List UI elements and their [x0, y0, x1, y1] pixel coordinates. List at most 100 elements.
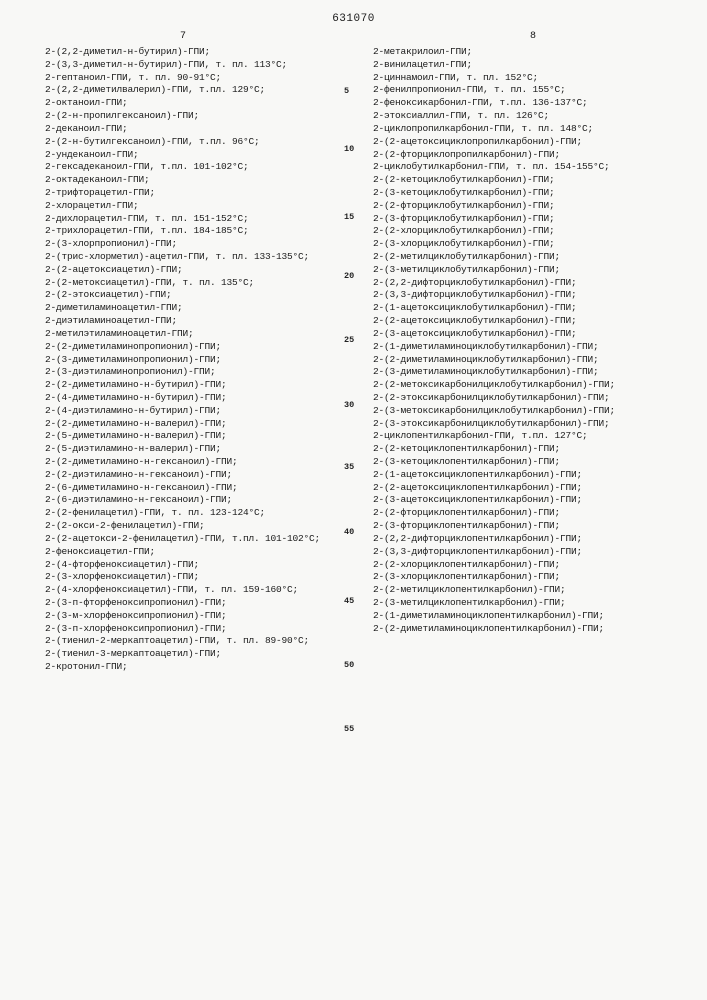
- compound-entry: 2-(2-ацетокси-2-фенилацетил)-ГПИ, т.пл. …: [35, 533, 349, 546]
- compound-entry: 2-(3-ацетоксициклопентилкарбонил)-ГПИ;: [363, 494, 677, 507]
- compound-entry: 2-(2-окси-2-фенилацетил)-ГПИ;: [35, 520, 349, 533]
- compound-entry: 2-(4-диметиламино-н-бутирил)-ГПИ;: [35, 392, 349, 405]
- right-column: 2-метакрилоил-ГПИ;2-винилацетил-ГПИ;2-ци…: [363, 46, 677, 674]
- compound-entry: 2-(5-диэтиламино-н-валерил)-ГПИ;: [35, 443, 349, 456]
- compound-entry: 2-(3-метилциклопентилкарбонил)-ГПИ;: [363, 597, 677, 610]
- compound-entry: 2-(5-диметиламино-н-валерил)-ГПИ;: [35, 430, 349, 443]
- compound-entry: 2-(2-хлорциклопентилкарбонил)-ГПИ;: [363, 559, 677, 572]
- line-number: 50: [344, 660, 354, 671]
- line-number: 55: [344, 724, 354, 735]
- compound-entry: 2-метилэтиламиноацетил-ГПИ;: [35, 328, 349, 341]
- compound-entry: 2-(3-диэтиламинопропионил)-ГПИ;: [35, 366, 349, 379]
- compound-entry: 2-(трис-хлорметил)-ацетил-ГПИ, т. пл. 13…: [35, 251, 349, 264]
- compound-entry: 2-циклопентилкарбонил-ГПИ, т.пл. 127°С;: [363, 430, 677, 443]
- compound-entry: 2-фенилпропионил-ГПИ, т. пл. 155°С;: [363, 84, 677, 97]
- compound-entry: 2-(2,2-диметил-н-бутирил)-ГПИ;: [35, 46, 349, 59]
- compound-entry: 2-(2-этоксикарбонилциклобутилкарбонил)-Г…: [363, 392, 677, 405]
- compound-entry: 2-(3-ацетоксициклобутилкарбонил)-ГПИ;: [363, 328, 677, 341]
- document-number: 631070: [332, 12, 375, 27]
- line-number: 35: [344, 462, 354, 473]
- line-number: 5: [344, 86, 349, 97]
- line-number: 20: [344, 271, 354, 282]
- compound-entry: 2-(3-п-фторфеноксипропионил)-ГПИ;: [35, 597, 349, 610]
- compound-entry: 2-октадеканоил-ГПИ;: [35, 174, 349, 187]
- compound-entry: 2-циклобутилкарбонил-ГПИ, т. пл. 154-155…: [363, 161, 677, 174]
- compound-entry: 2-(тиенил-3-меркаптоацетил)-ГПИ;: [35, 648, 349, 661]
- page-number-left: 7: [180, 30, 186, 44]
- left-column: 2-(2,2-диметил-н-бутирил)-ГПИ;2-(3,3-дим…: [35, 46, 349, 674]
- compound-entry: 2-(2-хлорциклобутилкарбонил)-ГПИ;: [363, 225, 677, 238]
- compound-entry: 2-феноксикарбонил-ГПИ, т.пл. 136-137°С;: [363, 97, 677, 110]
- compound-entry: 2-(3-хлорфеноксиацетил)-ГПИ;: [35, 571, 349, 584]
- compound-entry: 2-кротонил-ГПИ;: [35, 661, 349, 674]
- compound-entry: 2-(3,3-дифторциклобутилкарбонил)-ГПИ;: [363, 289, 677, 302]
- compound-entry: 2-(2-метоксиацетил)-ГПИ, т. пл. 135°С;: [35, 277, 349, 290]
- compound-entry: 2-винилацетил-ГПИ;: [363, 59, 677, 72]
- compound-entry: 2-(3-этоксикарбонилциклобутилкарбонил)-Г…: [363, 418, 677, 431]
- compound-entry: 2-(2-метилциклобутилкарбонил)-ГПИ;: [363, 251, 677, 264]
- compound-entry: 2-(2-диметиламино-н-гексаноил)-ГПИ;: [35, 456, 349, 469]
- compound-entry: 2-(2-ацетоксициклопропилкарбонил)-ГПИ;: [363, 136, 677, 149]
- compound-entry: 2-(3-метилциклобутилкарбонил)-ГПИ;: [363, 264, 677, 277]
- compound-entry: 2-(3-фторциклобутилкарбонил)-ГПИ;: [363, 213, 677, 226]
- compound-entry: 2-(3-фторциклопентилкарбонил)-ГПИ;: [363, 520, 677, 533]
- compound-entry: 2-(2-диметиламино-н-валерил)-ГПИ;: [35, 418, 349, 431]
- compound-entry: 2-(3-метоксикарбонилциклобутилкарбонил)-…: [363, 405, 677, 418]
- columns-container: 2-(2,2-диметил-н-бутирил)-ГПИ;2-(3,3-дим…: [35, 46, 677, 674]
- compound-entry: 2-гептаноил-ГПИ, т. пл. 90-91°С;: [35, 72, 349, 85]
- compound-entry: 2-октаноил-ГПИ;: [35, 97, 349, 110]
- compound-entry: 2-диэтиламиноацетил-ГПИ;: [35, 315, 349, 328]
- line-number: 10: [344, 144, 354, 155]
- compound-entry: 2-(4-диэтиламино-н-бутирил)-ГПИ;: [35, 405, 349, 418]
- compound-entry: 2-трихлорацетил-ГПИ, т.пл. 184-185°С;: [35, 225, 349, 238]
- compound-entry: 2-(2-диметиламиноциклобутилкарбонил)-ГПИ…: [363, 354, 677, 367]
- compound-entry: 2-(2-фторциклопентилкарбонил)-ГПИ;: [363, 507, 677, 520]
- line-number: 30: [344, 400, 354, 411]
- compound-entry: 2-(тиенил-2-меркаптоацетил)-ГПИ, т. пл. …: [35, 635, 349, 648]
- compound-entry: 2-трифторацетил-ГПИ;: [35, 187, 349, 200]
- compound-entry: 2-(2-фенилацетил)-ГПИ, т. пл. 123-124°С;: [35, 507, 349, 520]
- compound-entry: 2-(3,3-дифторциклопентилкарбонил)-ГПИ;: [363, 546, 677, 559]
- compound-entry: 2-циклопропилкарбонил-ГПИ, т. пл. 148°С;: [363, 123, 677, 136]
- compound-entry: 2-(2-н-пропилгексаноил)-ГПИ;: [35, 110, 349, 123]
- compound-entry: 2-(2-ацетоксициклобутилкарбонил)-ГПИ;: [363, 315, 677, 328]
- compound-entry: 2-(2,2-дифторциклобутилкарбонил)-ГПИ;: [363, 277, 677, 290]
- line-number: 25: [344, 335, 354, 346]
- compound-entry: 2-(4-фторфеноксиацетил)-ГПИ;: [35, 559, 349, 572]
- compound-entry: 2-(6-диметиламино-н-гексаноил)-ГПИ;: [35, 482, 349, 495]
- compound-entry: 2-(1-диметиламиноциклобутилкарбонил)-ГПИ…: [363, 341, 677, 354]
- compound-entry: 2-(3-хлорциклопентилкарбонил)-ГПИ;: [363, 571, 677, 584]
- compound-entry: 2-(2-метоксикарбонилциклобутилкарбонил)-…: [363, 379, 677, 392]
- compound-entry: 2-диметиламиноацетил-ГПИ;: [35, 302, 349, 315]
- compound-entry: 2-(3,3-диметил-н-бутирил)-ГПИ, т. пл. 11…: [35, 59, 349, 72]
- compound-entry: 2-(2-диметиламиноциклопентилкарбонил)-ГП…: [363, 623, 677, 636]
- compound-entry: 2-(3-диметиламинопропионил)-ГПИ;: [35, 354, 349, 367]
- compound-entry: 2-(2-фторциклопропилкарбонил)-ГПИ;: [363, 149, 677, 162]
- compound-entry: 2-(3-хлорпропионил)-ГПИ;: [35, 238, 349, 251]
- compound-entry: 2-метакрилоил-ГПИ;: [363, 46, 677, 59]
- compound-entry: 2-хлорацетил-ГПИ;: [35, 200, 349, 213]
- compound-entry: 2-(1-диметиламиноциклопентилкарбонил)-ГП…: [363, 610, 677, 623]
- compound-entry: 2-этоксиаллил-ГПИ, т. пл. 126°С;: [363, 110, 677, 123]
- compound-entry: 2-(3-кетоциклобутилкарбонил)-ГПИ;: [363, 187, 677, 200]
- compound-entry: 2-(2-диметиламино-н-бутирил)-ГПИ;: [35, 379, 349, 392]
- compound-entry: 2-феноксиацетил-ГПИ;: [35, 546, 349, 559]
- compound-entry: 2-(3-м-хлорфеноксипропионил)-ГПИ;: [35, 610, 349, 623]
- compound-entry: 2-ундеканоил-ГПИ;: [35, 149, 349, 162]
- compound-entry: 2-(2,2-диметилвалерил)-ГПИ, т.пл. 129°С;: [35, 84, 349, 97]
- compound-entry: 2-(1-ацетоксициклобутилкарбонил)-ГПИ;: [363, 302, 677, 315]
- compound-entry: 2-дихлорацетил-ГПИ, т. пл. 151-152°С;: [35, 213, 349, 226]
- compound-entry: 2-(2-фторциклобутилкарбонил)-ГПИ;: [363, 200, 677, 213]
- compound-entry: 2-деканоил-ГПИ;: [35, 123, 349, 136]
- compound-entry: 2-(6-диэтиламино-н-гексаноил)-ГПИ;: [35, 494, 349, 507]
- compound-entry: 2-(2-этоксиацетил)-ГПИ;: [35, 289, 349, 302]
- compound-entry: 2-(2,2-дифторциклопентилкарбонил)-ГПИ;: [363, 533, 677, 546]
- compound-entry: 2-(2-диэтиламино-н-гексаноил)-ГПИ;: [35, 469, 349, 482]
- compound-entry: 2-(2-ацетоксиацетил)-ГПИ;: [35, 264, 349, 277]
- compound-entry: 2-(3-п-хлорфеноксипропионил)-ГПИ;: [35, 623, 349, 636]
- compound-entry: 2-(3-хлорциклобутилкарбонил)-ГПИ;: [363, 238, 677, 251]
- compound-entry: 2-(2-кетоциклопентилкарбонил)-ГПИ;: [363, 443, 677, 456]
- compound-entry: 2-циннамоил-ГПИ, т. пл. 152°С;: [363, 72, 677, 85]
- compound-entry: 2-(2-н-бутилгексаноил)-ГПИ, т.пл. 96°С;: [35, 136, 349, 149]
- patent-page: 631070 7 8 510152025303540455055 2-(2,2-…: [0, 0, 707, 694]
